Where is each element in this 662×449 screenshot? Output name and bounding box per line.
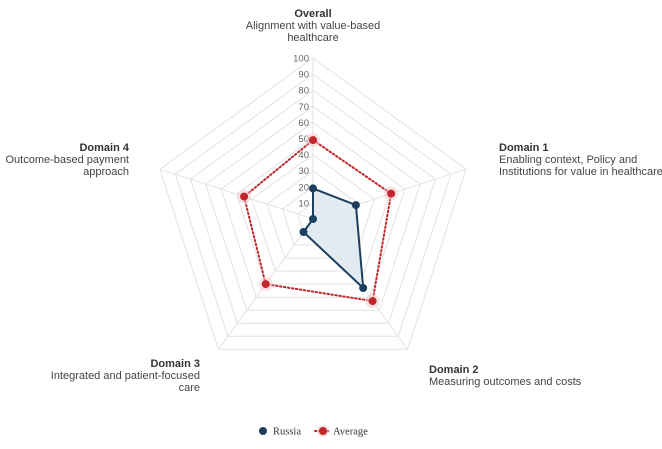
grid-spoke <box>159 168 314 220</box>
axis-title: Domain 4 <box>79 142 129 154</box>
series-russia <box>299 184 368 292</box>
data-point <box>359 284 368 292</box>
tick-label: 70 <box>298 102 309 113</box>
tick-label: 80 <box>298 86 309 97</box>
data-point <box>368 297 377 306</box>
tick-label: 60 <box>298 118 309 129</box>
grid-ring <box>205 105 421 311</box>
axis-title: Domain 1 <box>499 142 549 154</box>
grid-ring <box>251 153 375 272</box>
legend-label: Average <box>333 427 368 438</box>
tick-label: 100 <box>293 54 309 65</box>
axis-description: Alignment with value-based <box>246 20 381 32</box>
axis-title: Overall <box>294 8 331 20</box>
data-point <box>387 189 396 198</box>
axis-description: Measuring outcomes and costs <box>429 376 582 388</box>
axis-description: Integrated and patient-focused <box>51 370 200 382</box>
legend-marker <box>259 427 267 435</box>
axis-description: healthcare <box>287 32 338 44</box>
grid-ring <box>174 73 452 337</box>
series-layer <box>237 133 399 309</box>
tick-label: 10 <box>298 198 309 209</box>
data-point <box>351 201 360 210</box>
grid-ring <box>220 121 406 298</box>
legend-item-russia[interactable]: Russia <box>259 427 301 438</box>
series-line <box>242 138 393 303</box>
data-point <box>309 184 317 193</box>
tick-label: 40 <box>298 150 309 161</box>
radial-tick-labels: 10 20 30 40 50 60 70 80 90 100 <box>293 54 309 210</box>
axis-title: Domain 2 <box>429 364 479 376</box>
tick-label: 90 <box>298 70 309 81</box>
series-average <box>237 133 399 309</box>
tick-label: 30 <box>298 166 309 177</box>
axis-description: care <box>179 382 200 394</box>
axis-description: approach <box>83 166 129 178</box>
tick-label: 50 <box>298 134 309 145</box>
data-point <box>240 192 249 201</box>
data-point <box>309 136 317 145</box>
grid-ring <box>266 170 360 259</box>
axis-title: Domain 3 <box>150 358 200 370</box>
axis-description: Institutions for value in healthcare <box>499 166 662 178</box>
axis-description: Outcome-based payment <box>5 154 129 166</box>
legend-item-average[interactable]: Average <box>314 425 368 438</box>
series-area <box>302 186 365 291</box>
tick-label: 20 <box>298 182 309 193</box>
legend: Russia Average <box>259 425 368 438</box>
data-point <box>299 228 308 236</box>
legend-marker <box>319 427 327 435</box>
data-point <box>261 280 270 289</box>
grid-ring <box>189 89 437 324</box>
axis-description: Enabling context, Policy and <box>499 154 637 166</box>
legend-label: Russia <box>273 427 301 438</box>
data-point <box>309 215 317 223</box>
grid-ring <box>159 57 467 350</box>
